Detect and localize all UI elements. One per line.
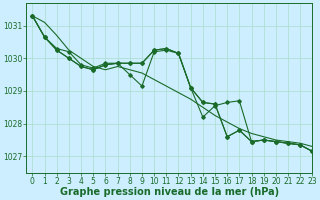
X-axis label: Graphe pression niveau de la mer (hPa): Graphe pression niveau de la mer (hPa) bbox=[60, 187, 279, 197]
